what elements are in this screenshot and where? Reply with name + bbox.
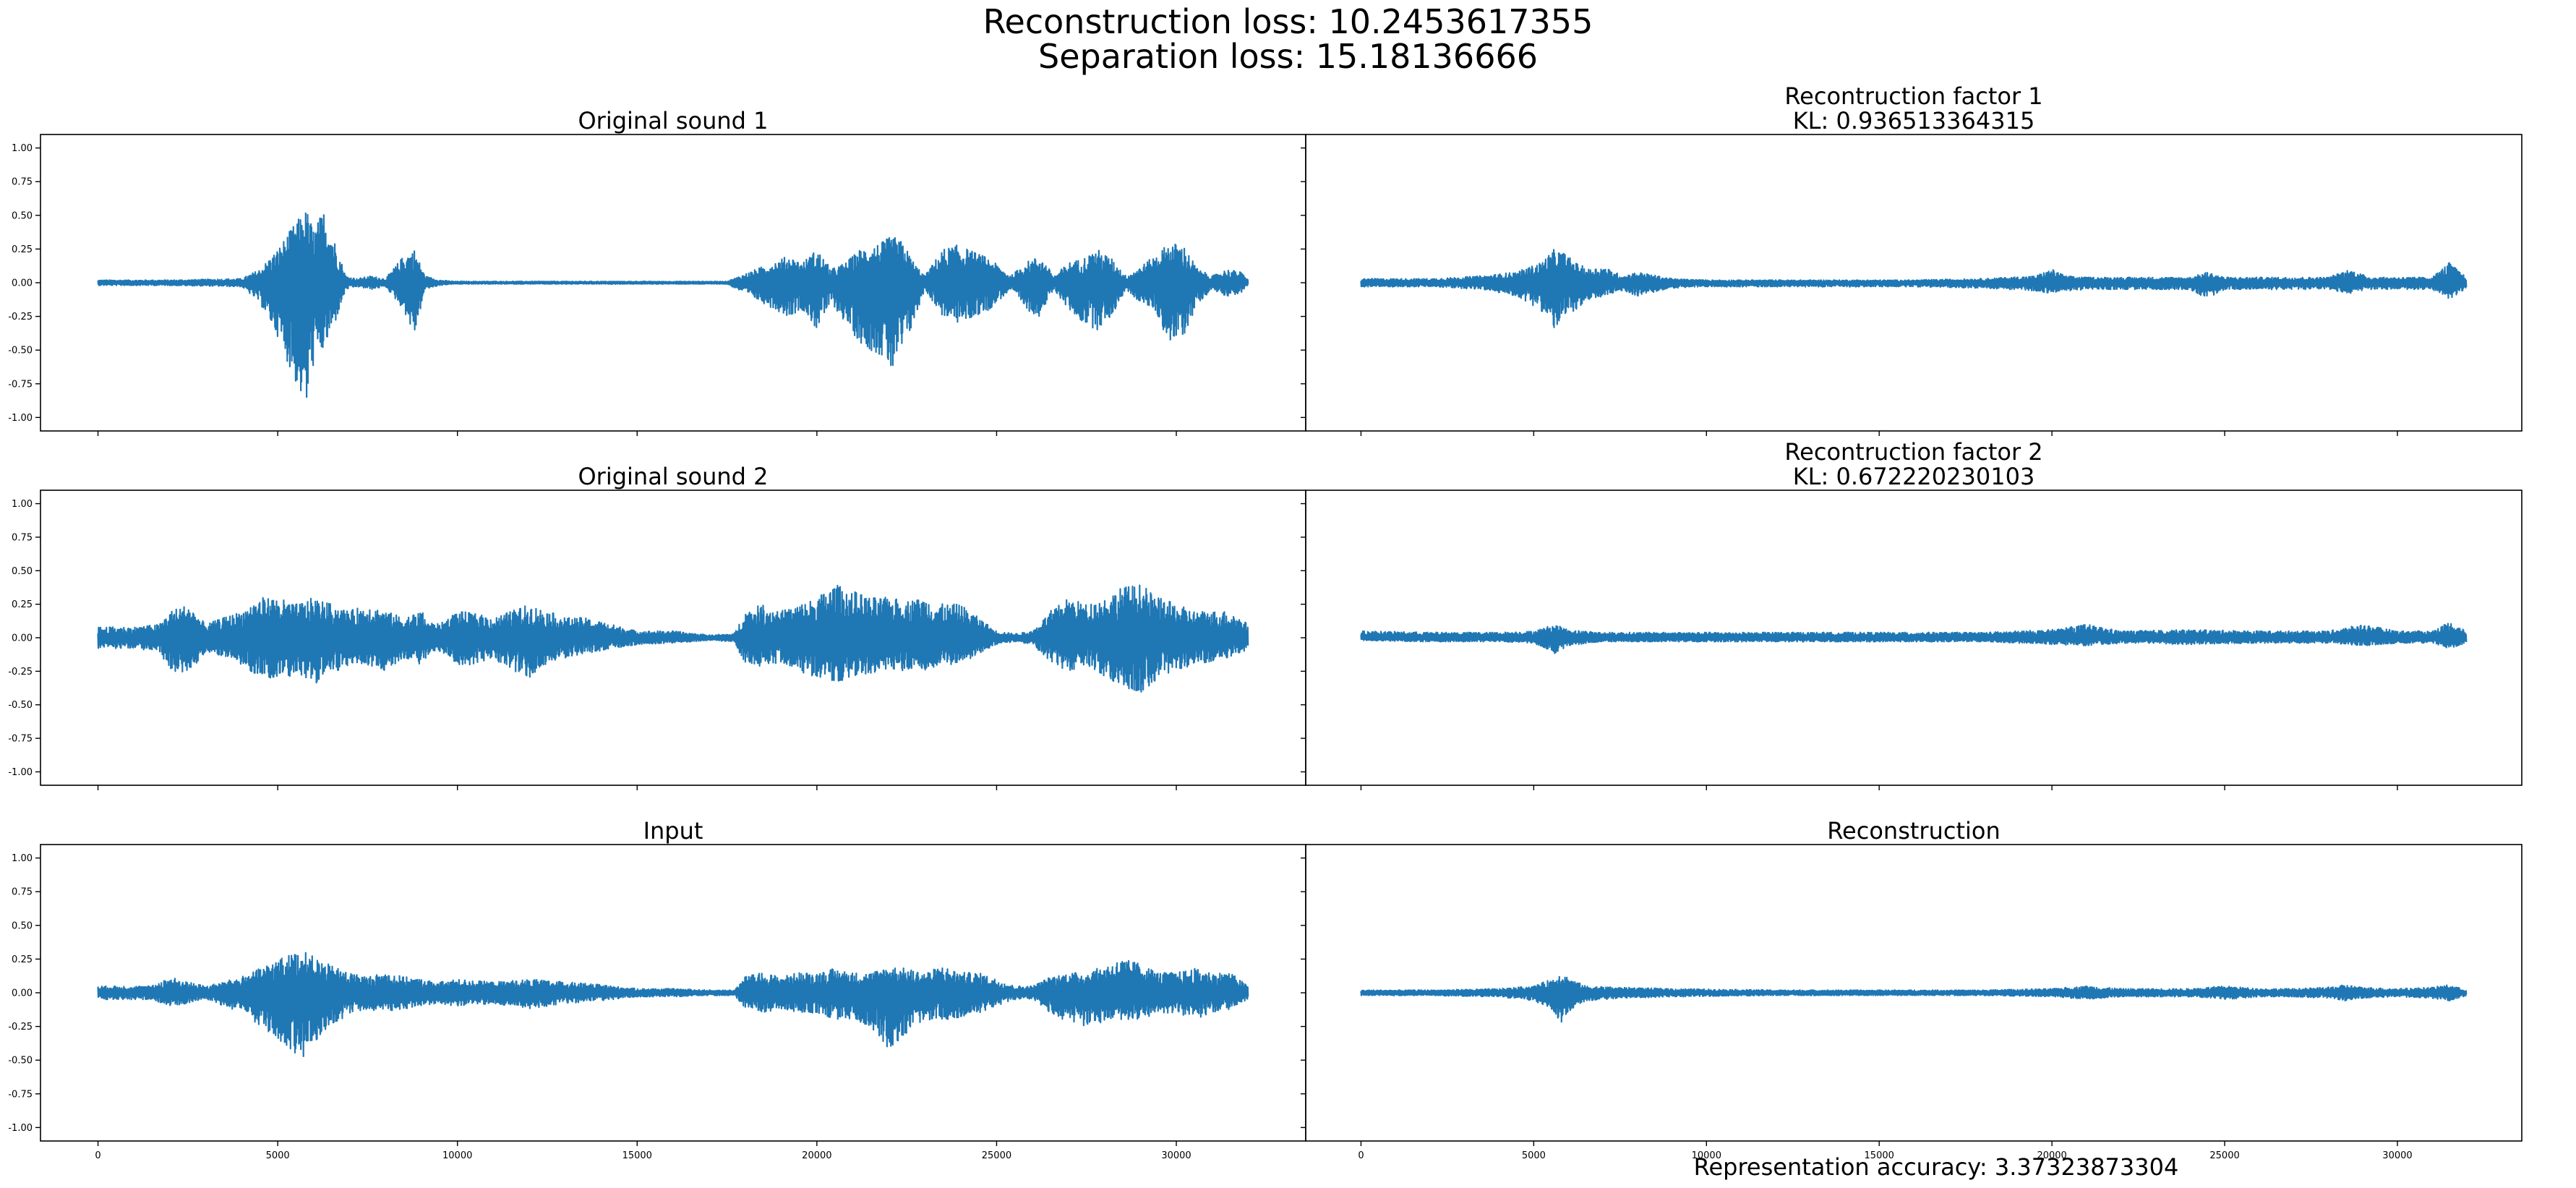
subplot-5-xtick-label: 10000: [442, 1150, 472, 1161]
subplot-1-ytick-label: -1.00: [8, 413, 33, 424]
subplot-1-ytick-label: -0.25: [8, 312, 33, 322]
subplot-3-title: Original sound 2: [578, 463, 768, 490]
subplot-5-ytick-label: -0.50: [8, 1056, 33, 1067]
subplot-5-xtick-label: 0: [95, 1150, 100, 1161]
subplot-6-xtick-label: 30000: [2382, 1150, 2412, 1161]
subplot-1-ytick-label: -0.50: [8, 346, 33, 356]
subplot-3-ytick-label: 0.25: [12, 599, 33, 610]
subplot-6-xtick-label: 20000: [2037, 1150, 2066, 1161]
subplot-1-ytick-label: 0.25: [12, 244, 33, 255]
subplot-5-ytick-label: -1.00: [8, 1123, 33, 1134]
representation-accuracy-label: Representation accuracy: 3.37323873304: [1693, 1153, 2179, 1181]
subplot-1-ytick-label: 1.00: [12, 143, 33, 154]
subplot-5-xtick-label: 30000: [1161, 1150, 1191, 1161]
subplot-6-waveform: [1360, 975, 2468, 1023]
subplot-6-xtick-label: 15000: [1865, 1150, 1894, 1161]
subplot-1-ytick-label: 0.00: [12, 278, 33, 289]
subplot-5-xtick-label: 25000: [982, 1150, 1011, 1161]
subplot-3-ytick-label: -1.00: [8, 767, 33, 778]
subplot-2-subtitle: KL: 0.936513364315: [1793, 107, 2035, 134]
subplot-2-title: Recontruction factor 1: [1784, 82, 2042, 110]
subplot-3-ytick-label: 0.50: [12, 566, 33, 577]
subplot-4-title: Recontruction factor 2: [1784, 438, 2042, 466]
subplot-5-waveform: [97, 952, 1249, 1058]
subplot-5-ytick-label: 0.50: [12, 920, 33, 931]
subplot-5-xtick-label: 5000: [266, 1150, 290, 1161]
subplot-5-ytick-label: -0.25: [8, 1022, 33, 1033]
subplot-6-xtick-label: 25000: [2209, 1150, 2239, 1161]
subplot-3-ytick-label: 1.00: [12, 499, 33, 510]
subplot-3-ytick-label: -0.50: [8, 700, 33, 711]
subplot-1-ytick-label: 0.75: [12, 177, 33, 188]
subplot-1-ytick-label: -0.75: [8, 379, 33, 390]
subplot-5-xtick-label: 15000: [622, 1150, 652, 1161]
subplot-6-xtick-label: 5000: [1522, 1150, 1546, 1161]
subplot-5-title: Input: [643, 817, 703, 845]
subplot-6-xtick-label: 10000: [1692, 1150, 1721, 1161]
subplot-5-ytick-label: 0.00: [12, 988, 33, 999]
subplot-3-ytick-label: -0.75: [8, 734, 33, 745]
subplot-5-ytick-label: 0.25: [12, 954, 33, 965]
figure-suptitle-line1: Reconstruction loss: 10.2453617355: [983, 2, 1593, 41]
subplot-1-waveform: [97, 212, 1249, 398]
subplot-6-title: Reconstruction: [1827, 817, 2000, 845]
subplot-5-ytick-label: -0.75: [8, 1089, 33, 1100]
subplot-5-ytick-label: 1.00: [12, 853, 33, 864]
subplot-3-ytick-label: -0.25: [8, 667, 33, 678]
subplot-6-xtick-label: 0: [1358, 1150, 1364, 1161]
subplot-5-ytick-label: 0.75: [12, 887, 33, 898]
subplot-3-ytick-label: 0.75: [12, 532, 33, 543]
subplot-1-ytick-label: 0.50: [12, 210, 33, 221]
subplot-3-ytick-label: 0.00: [12, 633, 33, 644]
subplot-2-waveform: [1360, 249, 2468, 328]
figure-suptitle-line2: Separation loss: 15.18136666: [1038, 37, 1538, 76]
subplot-5-xtick-label: 20000: [802, 1150, 831, 1161]
subplot-4-subtitle: KL: 0.672220230103: [1793, 463, 2035, 490]
subplot-1-title: Original sound 1: [578, 107, 768, 134]
